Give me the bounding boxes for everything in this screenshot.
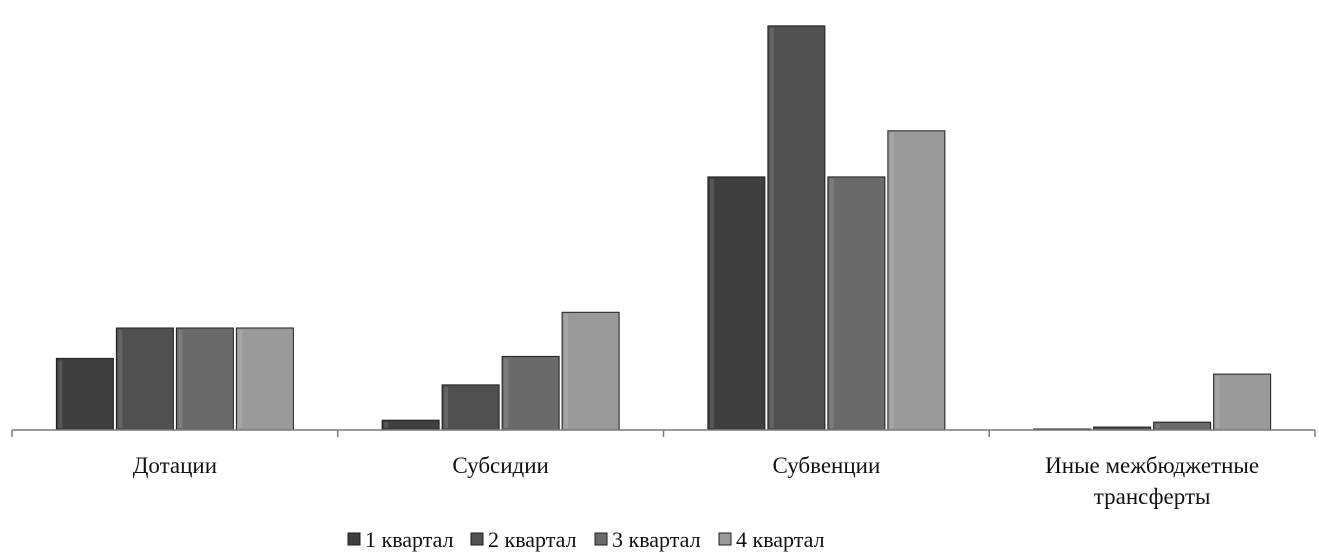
category-labels: Дотации Субсидии Субвенции Иные межбюджетны… — [133, 453, 1259, 509]
bar-body — [561, 311, 620, 431]
bar-highlight — [1155, 424, 1160, 428]
bar — [175, 327, 234, 431]
bar — [767, 25, 826, 431]
bar-body — [1213, 373, 1272, 431]
legend-item: 3 квартал — [594, 527, 701, 552]
bar — [1213, 373, 1272, 431]
bar-body — [767, 25, 826, 431]
category-label: Субвенции — [772, 453, 880, 478]
bar-highlight — [564, 314, 569, 428]
legend-label: 1 квартал — [365, 527, 454, 552]
bar — [887, 130, 946, 431]
bar-highlight — [769, 27, 774, 428]
bar-body — [441, 384, 500, 431]
legend-label: 4 квартал — [736, 527, 825, 552]
legend-swatch — [594, 532, 608, 546]
bar — [561, 311, 620, 431]
legend-label: 2 квартал — [488, 527, 577, 552]
bar-highlight — [444, 386, 449, 428]
bar-highlight — [384, 422, 389, 428]
bar-body — [175, 327, 234, 431]
bar — [115, 327, 174, 431]
bar-body — [55, 357, 114, 431]
legend-label: 3 квартал — [612, 527, 701, 552]
category-label: Иные межбюджетные трансферты — [1045, 453, 1259, 509]
bar-highlight — [504, 358, 509, 428]
bar — [501, 355, 560, 431]
category-label: Субсидии — [452, 453, 549, 478]
bar-body — [235, 327, 294, 431]
legend-item: 1 квартал — [347, 527, 454, 552]
legend-swatch — [347, 532, 361, 546]
bar-highlight — [829, 178, 834, 428]
legend-item: 4 квартал — [718, 527, 825, 552]
legend-swatch — [470, 532, 484, 546]
legend: 1 квартал 2 квартал 3 квартал 4 квартал — [347, 527, 825, 552]
bar-highlight — [889, 132, 894, 429]
bar-highlight — [178, 329, 183, 428]
bar-body — [887, 130, 946, 431]
bar — [827, 176, 886, 431]
bar-highlight — [118, 329, 123, 428]
bar — [441, 384, 500, 431]
bar — [1153, 421, 1212, 431]
bar-body — [707, 176, 766, 431]
bar — [235, 327, 294, 431]
bar-body — [1153, 421, 1212, 431]
bars-layer — [55, 25, 1272, 431]
bar-highlight — [709, 178, 714, 428]
bar-body — [501, 355, 560, 431]
bar — [707, 176, 766, 431]
legend-item: 2 квартал — [470, 527, 577, 552]
bar-body — [115, 327, 174, 431]
bar-highlight — [238, 329, 243, 428]
bar — [55, 357, 114, 431]
bar-body — [827, 176, 886, 431]
bar-body — [381, 419, 440, 431]
bar-highlight — [1215, 376, 1220, 428]
legend-swatch — [718, 532, 732, 546]
x-axis-ticks — [11, 430, 1316, 437]
bar — [381, 419, 440, 431]
bar-highlight — [58, 360, 63, 428]
category-label: Дотации — [133, 453, 217, 478]
